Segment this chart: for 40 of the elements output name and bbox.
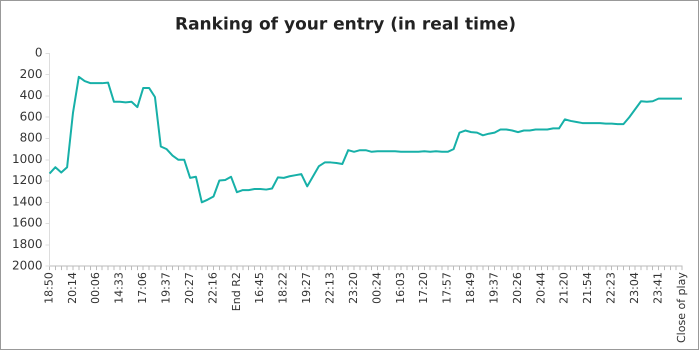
y-tick-label: 800 xyxy=(20,130,43,145)
y-tick-label: 400 xyxy=(20,88,43,102)
y-tick-label: 0 xyxy=(34,46,43,60)
y-tick-label: 1600 xyxy=(12,216,43,230)
x-tick-label: 22:16 xyxy=(206,272,220,304)
y-tick-label: 1800 xyxy=(12,237,43,251)
y-tick-label: 600 xyxy=(20,109,43,124)
x-tick-label: 00:06 xyxy=(89,272,102,304)
x-tick-label: 18:22 xyxy=(276,272,290,304)
x-tick-label: 21:20 xyxy=(558,272,571,304)
x-tick-label: Close of play xyxy=(674,272,688,344)
x-tick-label: 22:23 xyxy=(604,272,618,304)
x-tick-label: 16:03 xyxy=(394,272,407,304)
y-tick-label: 1200 xyxy=(12,173,43,188)
y-tick-label: 1400 xyxy=(12,194,43,208)
x-tick-label: 19:37 xyxy=(160,272,173,304)
x-tick-label: 00:24 xyxy=(370,272,384,304)
x-tick-label: 21:54 xyxy=(581,272,594,304)
x-tick-label: 14:33 xyxy=(112,272,126,304)
x-tick-label: 18:49 xyxy=(464,272,478,304)
x-tick-label: 18:50 xyxy=(42,272,56,304)
x-tick-label: 17:06 xyxy=(136,272,150,304)
x-tick-label: 17:20 xyxy=(417,272,430,304)
x-tick-label: 22:13 xyxy=(323,272,336,304)
y-tick-label: 2000 xyxy=(12,258,43,272)
x-tick-label: 23:20 xyxy=(346,272,360,304)
x-tick-label: 19:27 xyxy=(300,272,314,304)
x-tick-label: 20:44 xyxy=(534,272,548,304)
x-tick-label: 19:37 xyxy=(487,272,500,304)
y-tick-label: 200 xyxy=(20,66,43,81)
x-tick-label: 23:41 xyxy=(651,272,664,304)
x-tick-label: 16:45 xyxy=(253,272,266,304)
x-tick-label: End R2 xyxy=(230,272,243,312)
x-tick-label: 17:57 xyxy=(440,272,454,304)
x-tick-label: 20:27 xyxy=(182,272,196,304)
y-tick-label: 1000 xyxy=(12,152,43,166)
x-tick-label: 23:04 xyxy=(628,272,642,304)
x-tick-label: 20:14 xyxy=(66,272,79,304)
x-tick-label: 20:26 xyxy=(510,272,524,304)
chart-title: Ranking of your entry (in real time) xyxy=(174,14,516,35)
